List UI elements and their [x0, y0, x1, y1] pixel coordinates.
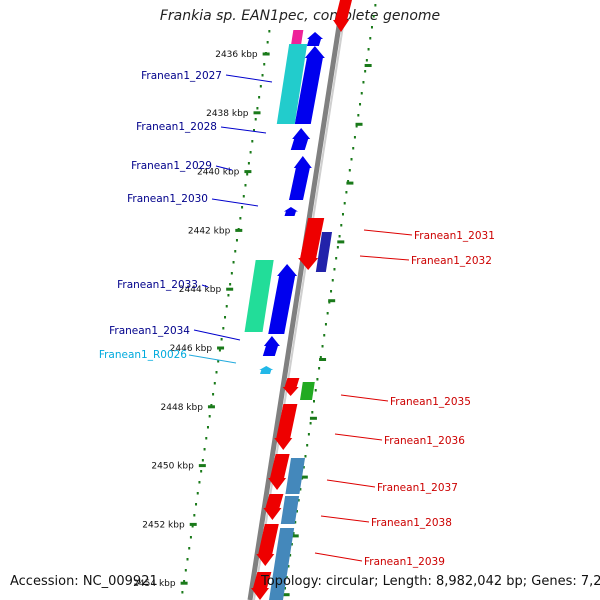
gene-label-franean1-2029[interactable]: Franean1_2029 [131, 160, 212, 172]
map-title: Frankia sp. EAN1pec, complete genome [159, 8, 441, 24]
tick-mark [262, 52, 270, 56]
tick-label: 2436 kbp [215, 50, 258, 60]
feature-band [300, 382, 315, 400]
gene-label-franean1-2036[interactable]: Franean1_2036 [384, 435, 465, 447]
tick-label: 2440 kbp [197, 168, 240, 178]
feature-band [280, 496, 300, 524]
tick-mark [198, 464, 206, 468]
tick-mark [207, 405, 215, 409]
tick-mark [217, 346, 225, 350]
gene-feature-reverse [268, 454, 290, 490]
gene-label-franean1-2030[interactable]: Franean1_2030 [127, 193, 208, 205]
feature-band [315, 232, 333, 272]
tick-label: 2444 kbp [179, 285, 222, 295]
genome-info-text: Topology: circular; Length: 8,982,042 bp… [261, 574, 600, 589]
feature-band [269, 528, 295, 600]
rna-feature [259, 366, 274, 374]
gene-labels: Franean1_2027 Franean1_2028 Franean1_2029 F… [99, 70, 495, 568]
gene-feature-forward [289, 156, 312, 200]
gene-label-franean1-2028[interactable]: Franean1_2028 [136, 121, 217, 133]
leader-line [188, 354, 237, 364]
outer-tick-mark [319, 358, 327, 361]
tick-mark [226, 287, 234, 291]
gene-feature-forward [306, 32, 324, 46]
tick-mark [235, 228, 243, 232]
tick-label: 2446 kbp [170, 344, 213, 354]
gene-feature-forward [294, 46, 325, 124]
feature-band [276, 44, 308, 124]
leader-line [326, 479, 376, 488]
tick-mark [244, 170, 252, 174]
gene-label-franean1-2031[interactable]: Franean1_2031 [414, 230, 495, 242]
outer-tick-mark [328, 299, 336, 303]
leader-line [193, 329, 241, 341]
gene-label-franean1-r0026[interactable]: Franean1_R0026 [99, 349, 187, 361]
gene-feature-reverse [282, 378, 300, 396]
outer-tick-mark [282, 593, 290, 597]
tick-label: 2450 kbp [151, 462, 194, 472]
tick-mark [253, 111, 261, 115]
gene-feature-reverse [298, 218, 325, 270]
leader-line [320, 515, 370, 523]
gene-feature-forward [283, 207, 298, 216]
tick-label: 2454 kbp [133, 579, 176, 589]
tick-mark [189, 522, 197, 526]
feature-band [285, 458, 306, 494]
gene-features [244, 0, 352, 600]
tick-marks: 2436 kbp 2438 kbp 2440 kbp 2442 kbp 2444 kbp… [133, 50, 372, 597]
outer-tick-mark [364, 64, 372, 67]
tick-label: 2452 kbp [142, 520, 185, 530]
gene-label-franean1-2038[interactable]: Franean1_2038 [371, 517, 452, 529]
gene-feature-reverse [256, 524, 279, 566]
gene-feature-reverse [251, 572, 272, 600]
leader-line [314, 552, 363, 562]
leader-line [340, 394, 389, 402]
gene-feature-reverse [263, 494, 284, 520]
leader-line [215, 165, 233, 171]
outer-tick-mark [337, 240, 345, 244]
outer-tick-mark [300, 475, 308, 479]
gene-label-franean1-2037[interactable]: Franean1_2037 [377, 482, 458, 494]
gene-label-franean1-2035[interactable]: Franean1_2035 [390, 396, 471, 408]
leader-line [220, 126, 267, 134]
gene-feature-reverse [274, 404, 298, 450]
gene-label-franean1-2039[interactable]: Franean1_2039 [364, 556, 445, 568]
leader-line [363, 229, 413, 236]
accession-text: Accession: NC_009921 [10, 574, 158, 589]
tick-label: 2448 kbp [161, 403, 204, 413]
tick-label: 2442 kbp [188, 226, 231, 236]
outer-tick-mark [309, 416, 317, 420]
gene-feature-reverse [333, 0, 352, 32]
gene-label-franean1-2033[interactable]: Franean1_2033 [117, 279, 198, 291]
gene-label-franean1-2034[interactable]: Franean1_2034 [109, 325, 190, 337]
backbone-line [247, 0, 346, 600]
outer-tick-mark [346, 181, 354, 185]
feature-band [291, 30, 304, 44]
tick-label: 2438 kbp [206, 109, 249, 119]
leader-line [359, 255, 410, 261]
gene-feature-forward [290, 128, 311, 150]
tick-mark [180, 581, 188, 585]
outer-tick-mark [355, 122, 363, 126]
leader-line [201, 284, 209, 288]
leader-line [334, 433, 383, 441]
inner-dotted-ring [181, 30, 271, 594]
tick-rings [181, 4, 377, 594]
gene-feature-forward [262, 336, 280, 356]
leader-line [211, 198, 259, 207]
gene-label-franean1-2027[interactable]: Franean1_2027 [141, 70, 222, 82]
gene-label-franean1-2032[interactable]: Franean1_2032 [411, 255, 492, 267]
outer-tick-mark [291, 534, 299, 538]
gene-feature-forward [268, 264, 298, 334]
feature-band [244, 260, 274, 332]
leader-line [225, 74, 273, 83]
